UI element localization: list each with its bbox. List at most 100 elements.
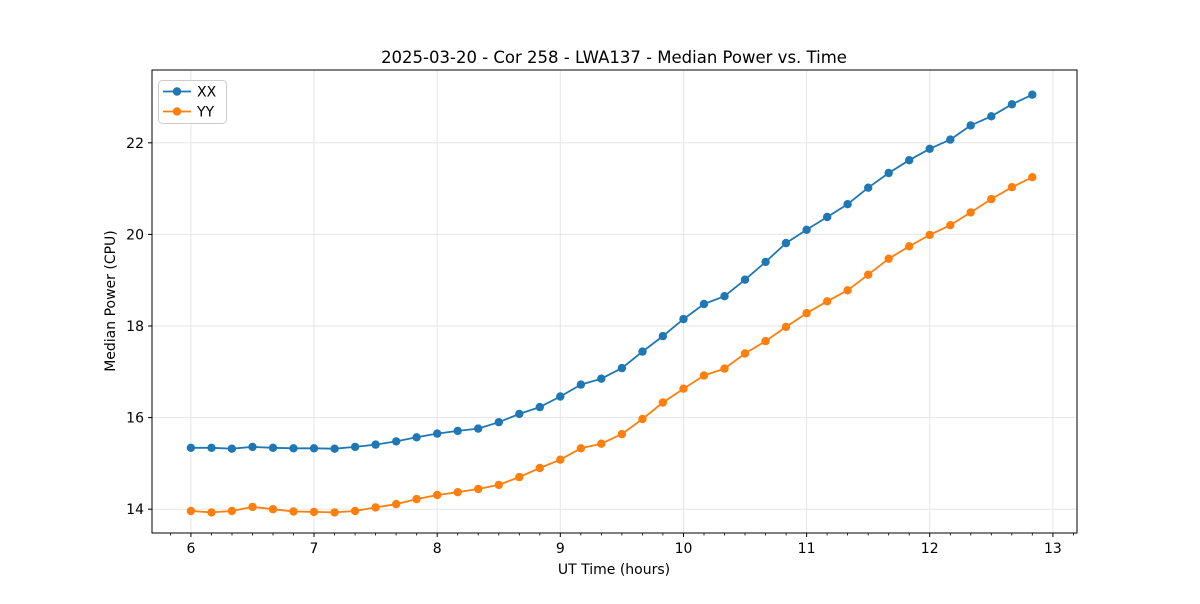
data-point-yy (720, 364, 729, 373)
data-point-xx (761, 257, 770, 267)
x-tick-label: 12 (921, 541, 939, 557)
data-point-yy (371, 503, 380, 512)
x-tick-label: 9 (556, 541, 565, 557)
data-point-xx (802, 225, 811, 234)
data-point-xx (248, 442, 257, 452)
data-point-yy (966, 208, 975, 217)
data-point-xx (453, 426, 462, 436)
data-point-yy (433, 490, 442, 500)
data-point-yy (556, 455, 565, 464)
data-point-xx (330, 444, 339, 453)
data-point-yy (843, 286, 852, 295)
data-point-xx (946, 135, 955, 144)
data-point-xx (658, 331, 668, 341)
legend-label-xx: XX (197, 85, 217, 101)
data-point-xx (371, 440, 380, 449)
x-tick-label: 8 (433, 541, 442, 557)
data-series (186, 90, 1037, 517)
legend-marker (172, 107, 182, 116)
data-point-xx (576, 380, 586, 389)
data-point-xx (1007, 100, 1017, 109)
x-tick-label: 7 (310, 541, 319, 557)
data-point-yy (576, 444, 586, 453)
data-point-yy (617, 429, 627, 439)
data-point-xx (186, 443, 196, 452)
data-point-yy (699, 371, 709, 380)
data-point-yy (1028, 173, 1037, 182)
tick-labels: 6 7 8 9 10 11 12 13 14 16 18 20 22 (126, 136, 1062, 557)
data-point-yy (453, 488, 462, 497)
data-point-yy (802, 309, 811, 318)
y-tick-label: 14 (126, 502, 144, 518)
plot-border (151, 69, 1078, 534)
data-point-yy (207, 508, 216, 517)
data-point-xx (925, 144, 934, 153)
data-point-xx (740, 275, 750, 284)
data-point-yy (474, 484, 483, 494)
data-point-yy (309, 507, 319, 517)
series-line-yy (190, 176, 1033, 514)
data-point-yy (330, 508, 339, 517)
data-point-xx (1028, 90, 1037, 99)
data-point-yy (740, 349, 750, 358)
data-point-xx (535, 402, 544, 412)
data-point-xx (864, 183, 873, 192)
x-tick-label: 13 (1044, 541, 1062, 557)
data-point-yy (679, 384, 688, 393)
data-point-xx (617, 363, 627, 373)
data-point-yy (186, 506, 196, 516)
data-point-yy (597, 439, 606, 448)
legend-label-yy: YY (196, 105, 215, 121)
data-point-xx (638, 347, 647, 356)
data-point-yy (987, 194, 996, 204)
legend: XX YY (158, 80, 227, 124)
data-point-xx (515, 409, 524, 419)
data-point-yy (412, 494, 421, 504)
data-point-xx (433, 429, 442, 438)
x-tick-label: 6 (186, 541, 195, 557)
data-point-yy (781, 322, 791, 332)
data-point-xx (412, 433, 421, 442)
data-point-xx (987, 112, 996, 121)
data-point-xx (597, 374, 606, 383)
data-point-yy (823, 297, 832, 306)
data-point-xx (309, 444, 319, 453)
chart-title: 2025-03-20 - Cor 258 - LWA137 - Median P… (381, 48, 847, 67)
data-point-xx (207, 443, 216, 452)
data-point-xx (843, 200, 852, 209)
data-point-yy (658, 398, 668, 407)
data-point-yy (761, 336, 770, 346)
data-point-xx (289, 444, 298, 453)
y-axis-label: Median Power (CPU) (103, 230, 119, 372)
data-point-yy (884, 254, 893, 263)
data-point-yy (227, 506, 237, 516)
data-point-xx (227, 444, 237, 453)
series-line-xx (190, 93, 1033, 450)
data-point-xx (884, 168, 893, 178)
data-point-xx (905, 156, 914, 165)
legend-frame (158, 80, 227, 124)
data-point-xx (823, 212, 832, 222)
data-point-xx (781, 238, 791, 248)
data-point-yy (494, 480, 503, 490)
data-point-xx (350, 442, 360, 452)
data-point-yy (864, 270, 873, 279)
data-point-yy (905, 242, 914, 251)
data-point-xx (720, 292, 729, 301)
data-point-xx (699, 299, 709, 309)
data-point-yy (535, 463, 544, 473)
data-point-yy (392, 499, 401, 509)
y-tick-label: 18 (126, 319, 144, 335)
data-point-xx (474, 424, 483, 433)
data-point-xx (966, 121, 975, 130)
data-point-yy (289, 507, 298, 516)
data-point-xx (494, 418, 503, 427)
x-tick-label: 11 (798, 541, 816, 557)
data-point-yy (248, 502, 257, 512)
data-point-yy (925, 230, 934, 240)
y-tick-label: 22 (126, 136, 144, 152)
x-tick-label: 10 (675, 541, 693, 557)
y-tick-label: 16 (126, 411, 144, 427)
data-point-xx (556, 392, 565, 401)
